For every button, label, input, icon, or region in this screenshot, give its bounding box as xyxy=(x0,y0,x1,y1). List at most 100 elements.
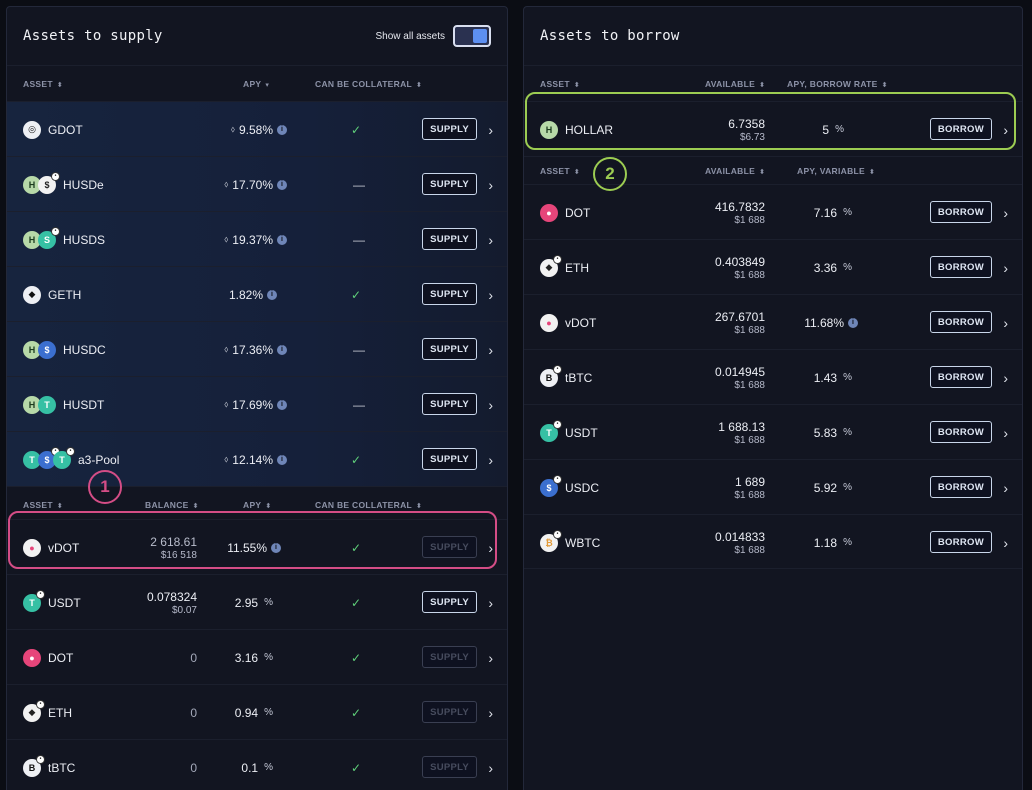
usdc-icon: $ • xyxy=(540,474,562,497)
borrow-row-eth[interactable]: ◆ • ETH 0.403849 $1 688 3.36% BORROW › xyxy=(524,239,1022,294)
supply-button[interactable]: SUPPLY xyxy=(422,701,477,723)
usde-icon: $ • xyxy=(38,171,60,194)
chevron-right-icon[interactable]: › xyxy=(488,451,493,468)
borrow-button[interactable]: BORROW xyxy=(929,421,992,443)
supply-row-dot[interactable]: ● DOT 0 3.16% ✓ SUPPLY › xyxy=(7,629,507,684)
supply-row-usdt[interactable]: T • USDT 0.078324 $0.07 2.95% ✓ SUPPLY › xyxy=(7,574,507,629)
borrow-button[interactable]: BORROW xyxy=(929,118,992,140)
asset-cell: B • tBTC xyxy=(540,350,592,405)
chevron-right-icon[interactable]: › xyxy=(1003,259,1008,276)
chevron-right-icon[interactable]: › xyxy=(1003,369,1008,386)
chevron-right-icon[interactable]: › xyxy=(488,231,493,248)
borrow-row-vdot[interactable]: ● vDOT 267.6701 $1 688 11.68% i BORROW › xyxy=(524,294,1022,349)
supply-row-eth[interactable]: ◆ • ETH 0 0.94% ✓ SUPPLY › xyxy=(7,684,507,739)
borrow-row-tbtc[interactable]: B • tBTC 0.014945 $1 688 1.43% BORROW › xyxy=(524,349,1022,404)
supply-button[interactable]: SUPPLY xyxy=(422,536,477,558)
col-apy[interactable]: APY ▾ xyxy=(243,78,270,89)
col-collateral[interactable]: CAN BE COLLATERAL ⬍ xyxy=(315,499,423,510)
borrow-row-hollar[interactable]: H HOLLAR 6.7358 $6.73 5% BORROW › xyxy=(524,101,1022,156)
borrow-button[interactable]: BORROW xyxy=(929,476,992,498)
supply-button[interactable]: SUPPLY xyxy=(422,228,477,250)
chevron-right-icon[interactable]: › xyxy=(1003,424,1008,441)
chevron-right-icon[interactable]: › xyxy=(488,286,493,303)
chevron-right-icon[interactable]: › xyxy=(1003,121,1008,138)
supply-button[interactable]: SUPPLY xyxy=(422,173,477,195)
supply-table-header-2: ASSET ⬍ BALANCE ⬍ APY ⬍ CAN BE COLLATERAL ⬍ xyxy=(7,486,507,522)
supply-row-husde[interactable]: H $ • HUSDe ⬨ 17.70% i — SUPPLY › xyxy=(7,156,507,211)
available-cell: 1 689 $1 688 xyxy=(734,474,765,501)
show-all-assets-toggle[interactable] xyxy=(453,25,491,47)
info-icon: i xyxy=(277,124,287,135)
borrow-button[interactable]: BORROW xyxy=(929,311,992,333)
info-icon: i xyxy=(267,289,277,300)
apy-cell: ⬨ 12.14% i xyxy=(224,432,287,487)
borrow-row-dot[interactable]: ● DOT 416.7832 $1 688 7.16% BORROW › xyxy=(524,184,1022,239)
info-icon: i xyxy=(277,344,287,355)
col-asset[interactable]: ASSET ⬍ xyxy=(540,165,581,176)
chevron-right-icon[interactable]: › xyxy=(488,341,493,358)
asset-cell: ₿ • WBTC xyxy=(540,515,600,570)
supply-row-gdot[interactable]: ◎ GDOT ⬨ 9.58% i ✓ SUPPLY › xyxy=(7,101,507,156)
asset-name: USDT xyxy=(48,595,81,610)
supply-row-husdc[interactable]: H $ HUSDC ⬨ 17.36% i — SUPPLY › xyxy=(7,321,507,376)
borrow-button[interactable]: BORROW xyxy=(929,201,992,223)
borrow-row-wbtc[interactable]: ₿ • WBTC 0.014833 $1 688 1.18% BORROW › xyxy=(524,514,1022,569)
incentive-icon: ⬨ xyxy=(230,124,235,134)
supply-row-a3-pool[interactable]: T $ • T • a3-Pool ⬨ 12.14% i ✓ SUPPLY › xyxy=(7,431,507,486)
chevron-right-icon[interactable]: › xyxy=(488,396,493,413)
apy-cell: ⬨ 19.37% i xyxy=(224,212,287,267)
chevron-right-icon[interactable]: › xyxy=(1003,479,1008,496)
asset-cell: ● vDOT xyxy=(540,295,596,350)
usdt-icon: T xyxy=(23,450,41,469)
chevron-right-icon[interactable]: › xyxy=(488,539,493,556)
asset-name: HOLLAR xyxy=(565,122,614,137)
check-icon: ✓ xyxy=(351,540,362,555)
col-asset[interactable]: ASSET ⬍ xyxy=(540,78,581,89)
supply-button[interactable]: SUPPLY xyxy=(422,591,477,613)
borrow-button[interactable]: BORROW xyxy=(929,366,992,388)
borrow-button[interactable]: BORROW xyxy=(929,256,992,278)
supply-button[interactable]: SUPPLY xyxy=(422,448,477,470)
supply-button[interactable]: SUPPLY xyxy=(422,393,477,415)
col-balance[interactable]: BALANCE ⬍ xyxy=(145,499,199,510)
wbtc-icon: ₿ • xyxy=(540,529,562,552)
col-available[interactable]: AVAILABLE ⬍ xyxy=(705,165,766,176)
col-apy-variable[interactable]: APY, VARIABLE ⬍ xyxy=(797,165,876,176)
supply-row-vdot[interactable]: ● vDOT 2 618.61 $16 518 11.55% i ✓ SUPPLY … xyxy=(7,519,507,574)
col-asset[interactable]: ASSET ⬍ xyxy=(23,499,64,510)
chevron-right-icon[interactable]: › xyxy=(1003,534,1008,551)
supply-button[interactable]: SUPPLY xyxy=(422,756,477,778)
dash-icon: — xyxy=(353,177,365,192)
supply-button[interactable]: SUPPLY xyxy=(422,283,477,305)
col-available[interactable]: AVAILABLE ⬍ xyxy=(705,78,766,89)
borrow-row-usdc[interactable]: $ • USDC 1 689 $1 688 5.92% BORROW › xyxy=(524,459,1022,514)
check-icon: ✓ xyxy=(351,452,362,467)
chevron-right-icon[interactable]: › xyxy=(1003,314,1008,331)
chevron-right-icon[interactable]: › xyxy=(488,759,493,776)
supply-button[interactable]: SUPPLY xyxy=(422,118,477,140)
chevron-right-icon[interactable]: › xyxy=(1003,204,1008,221)
chevron-right-icon[interactable]: › xyxy=(488,176,493,193)
toggle-knob xyxy=(473,29,487,43)
col-collateral[interactable]: CAN BE COLLATERAL ⬍ xyxy=(315,78,423,89)
supply-button[interactable]: SUPPLY xyxy=(422,338,477,360)
chevron-right-icon[interactable]: › xyxy=(488,594,493,611)
info-icon: i xyxy=(271,542,281,553)
supply-table-header: ASSET ⬍ APY ▾ CAN BE COLLATERAL ⬍ xyxy=(7,65,507,101)
chevron-right-icon[interactable]: › xyxy=(488,649,493,666)
col-asset[interactable]: ASSET ⬍ xyxy=(23,78,64,89)
supply-row-tbtc[interactable]: B • tBTC 0 0.1% ✓ SUPPLY › xyxy=(7,739,507,790)
col-apy[interactable]: APY ⬍ xyxy=(243,499,272,510)
hollar-icon: H xyxy=(23,175,41,194)
supply-row-geth[interactable]: ◆ GETH 1.82% i ✓ SUPPLY › xyxy=(7,266,507,321)
col-borrow-rate[interactable]: APY, BORROW RATE ⬍ xyxy=(787,78,888,89)
supply-button[interactable]: SUPPLY xyxy=(422,646,477,668)
supply-row-husds[interactable]: H S • HUSDS ⬨ 19.37% i — SUPPLY › xyxy=(7,211,507,266)
borrow-row-usdt[interactable]: T • USDT 1 688.13 $1 688 5.83% BORROW › xyxy=(524,404,1022,459)
available-cell: 416.7832 $1 688 xyxy=(714,199,765,226)
collateral-cell: ✓ xyxy=(351,575,361,630)
borrow-button[interactable]: BORROW xyxy=(929,531,992,553)
chevron-right-icon[interactable]: › xyxy=(488,121,493,138)
chevron-right-icon[interactable]: › xyxy=(488,704,493,721)
